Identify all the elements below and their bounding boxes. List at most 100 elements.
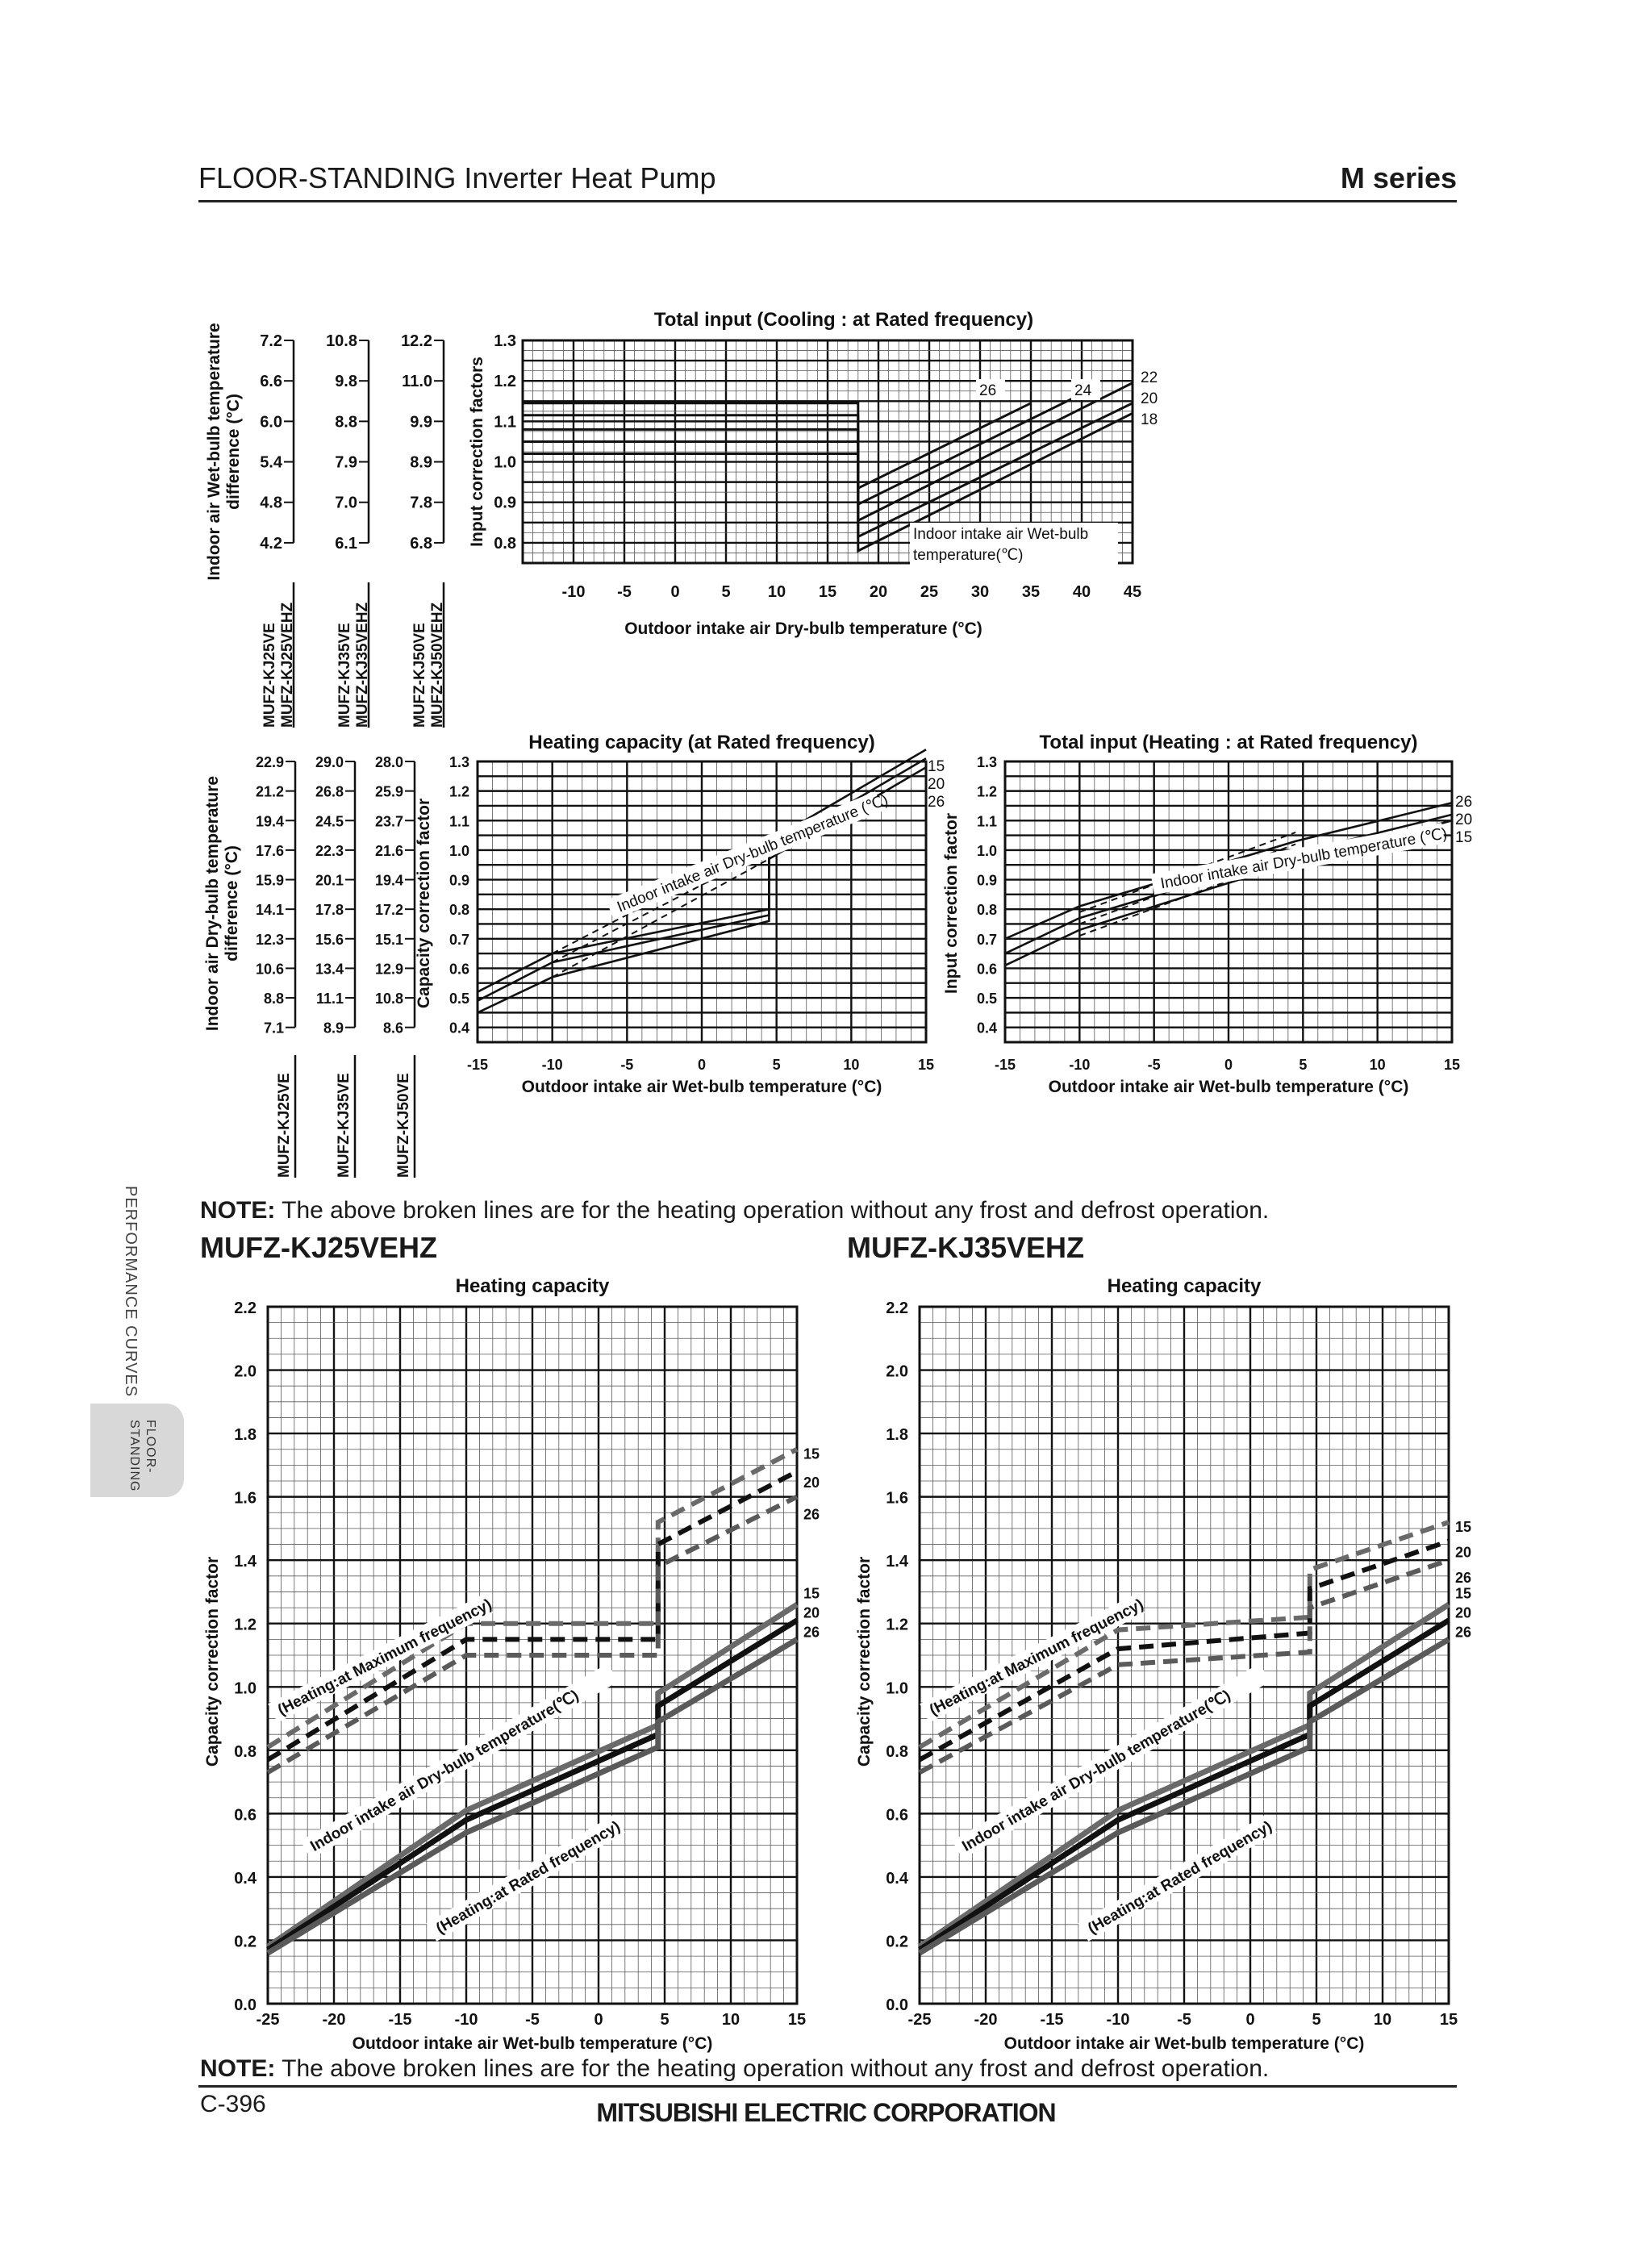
x-tick-label: -15 (1041, 2011, 1064, 2029)
y-tick-label: 1.2 (977, 784, 997, 800)
label-bg (976, 379, 1005, 400)
y-tick-label: 0.6 (449, 961, 469, 977)
scale-value: 8.8 (335, 413, 357, 431)
series-label-rated-20: 20 (1455, 1604, 1471, 1621)
annotation-max-frequency-bg (920, 1594, 1145, 1723)
plot-frame (476, 760, 928, 1044)
model-column-label: MUFZ-KJ50VEHZ (429, 602, 446, 728)
x-tick-label: 5 (773, 1057, 781, 1073)
model-title-right: MUFZ-KJ35VEHZ (847, 1231, 1085, 1264)
series-line-max-20 (266, 1469, 799, 1762)
note-top-text: The above broken lines are for the heati… (282, 1197, 1270, 1224)
x-tick-label: -25 (908, 2011, 932, 2029)
chart-kj35-heating-capacity: Heating capacity -25 -20 -15 -10 -5 0 5 10 15 Outd… (855, 1275, 1471, 2053)
series-label: M series (1340, 161, 1457, 194)
plot-frame (521, 339, 1134, 565)
x-tick-label: 40 (1073, 583, 1091, 601)
x-tick-label: 10 (768, 583, 786, 601)
y-tick-label: 1.6 (886, 1490, 908, 1508)
legend-bg (910, 523, 1118, 568)
scale-value: 7.9 (335, 454, 357, 472)
left-axis-title-line1: Indoor air Wet-bulb temperature (205, 323, 223, 580)
y-tick-label: 0.4 (977, 1020, 997, 1037)
y-tick-label: 0.5 (977, 991, 997, 1007)
y-tick-label: 0.4 (234, 1870, 257, 1888)
scale-value: 4.8 (260, 494, 282, 512)
x-tick-label: 15 (918, 1057, 934, 1073)
x-tick-label: 0 (670, 583, 679, 601)
y-tick-label: 2.2 (886, 1299, 908, 1317)
y-tick-label: 0.0 (886, 1996, 908, 2014)
x-tick-label: -5 (1177, 2011, 1191, 2029)
y-axis-title: Capacity correction factor (855, 1557, 874, 1767)
scale-value: 22.3 (315, 843, 344, 859)
y-axis-title: Input correction factor (942, 813, 961, 994)
model-column-label: MUFZ-KJ35VE (336, 1073, 353, 1178)
scale-value: 9.8 (335, 373, 357, 390)
scale-value: 21.6 (375, 843, 403, 859)
x-tick-label: 10 (722, 2011, 740, 2029)
x-tick-label: -5 (1148, 1057, 1161, 1073)
model-title-left: MUFZ-KJ25VEHZ (200, 1231, 438, 1264)
scale-value: 17.6 (256, 843, 284, 859)
x-tick-label: -25 (257, 2011, 280, 2029)
scale-value: 15.1 (375, 932, 403, 948)
scale-value: 10.8 (375, 991, 403, 1007)
series-label-rated-26: 26 (1455, 1624, 1471, 1640)
y-tick-label: 1.3 (977, 754, 997, 770)
side-tab: FLOOR- STANDING (90, 1404, 184, 1497)
series-label-26: 26 (1455, 794, 1472, 811)
x-tick-label: 0 (698, 1057, 706, 1073)
y-tick-label: 0.7 (449, 932, 469, 948)
y-tick-label: 1.2 (449, 784, 469, 800)
scale-value: 7.2 (260, 332, 282, 350)
y-tick-label: 0.8 (977, 902, 997, 918)
series-label-max-20: 20 (1455, 1545, 1471, 1561)
y-tick-label: 1.0 (234, 1679, 257, 1697)
chart-heating-capacity-rated: Heating capacity (at Rated frequency) -15… (203, 732, 945, 1178)
x-tick-label: -15 (389, 2011, 412, 2029)
series-label-max-15: 15 (803, 1446, 820, 1462)
y-axis-title: Capacity correction factor (203, 1557, 222, 1767)
side-tab-line2: STANDING (127, 1420, 141, 1492)
note-top: NOTE: The above broken lines are for the… (200, 1197, 1269, 1224)
chart-cooling-input: Total input (Cooling : at Rated frequenc… (205, 309, 1158, 728)
x-tick-label: -5 (620, 1057, 633, 1073)
y-tick-label: 0.4 (886, 1870, 909, 1888)
y-tick-label: 0.9 (494, 494, 516, 512)
y-tick-label: 0.4 (449, 1020, 469, 1037)
y-tick-label: 1.6 (234, 1490, 257, 1508)
page-title: FLOOR-STANDING Inverter Heat Pump (198, 161, 716, 194)
x-tick-label: -5 (617, 583, 632, 601)
model-column-label: MUFZ-KJ50VE (395, 1073, 412, 1178)
x-tick-label: 10 (1374, 2011, 1391, 2029)
x-tick-label: -5 (525, 2011, 540, 2029)
scale-value: 4.2 (260, 535, 282, 553)
page-header: FLOOR-STANDING Inverter Heat Pump M seri… (198, 160, 1457, 202)
y-tick-label: 1.8 (234, 1426, 257, 1444)
x-tick-label: 20 (870, 583, 887, 601)
x-tick-label: 0 (594, 2011, 603, 2029)
note-bottom: NOTE: The above broken lines are for the… (200, 2055, 1269, 2083)
x-tick-label: 10 (1370, 1057, 1386, 1073)
series-label-rated-26: 26 (803, 1624, 820, 1640)
scale-value: 11.0 (402, 373, 432, 390)
scale-value: 8.9 (323, 1020, 344, 1037)
scale-value: 13.4 (315, 961, 344, 977)
y-tick-label: 0.8 (449, 902, 469, 918)
scale-value: 8.6 (383, 1020, 403, 1037)
y-tick-label: 1.8 (886, 1426, 908, 1444)
x-tick-label: 45 (1124, 583, 1141, 601)
footer-rule (198, 2085, 1457, 2088)
x-tick-label: 15 (1440, 2011, 1458, 2029)
plot-frame (266, 1305, 799, 2005)
x-tick-label: 0 (1224, 1057, 1233, 1073)
scale-value: 17.8 (315, 902, 344, 918)
scale-value: 6.6 (260, 373, 282, 390)
label-bg (1071, 379, 1100, 400)
scale-value: 22.9 (256, 754, 284, 770)
y-axis-title: Capacity correction factor (415, 799, 433, 1008)
page-number: C-396 (200, 2091, 266, 2117)
series-label-15: 15 (1455, 829, 1472, 846)
x-tick-label: 5 (660, 2011, 669, 2029)
